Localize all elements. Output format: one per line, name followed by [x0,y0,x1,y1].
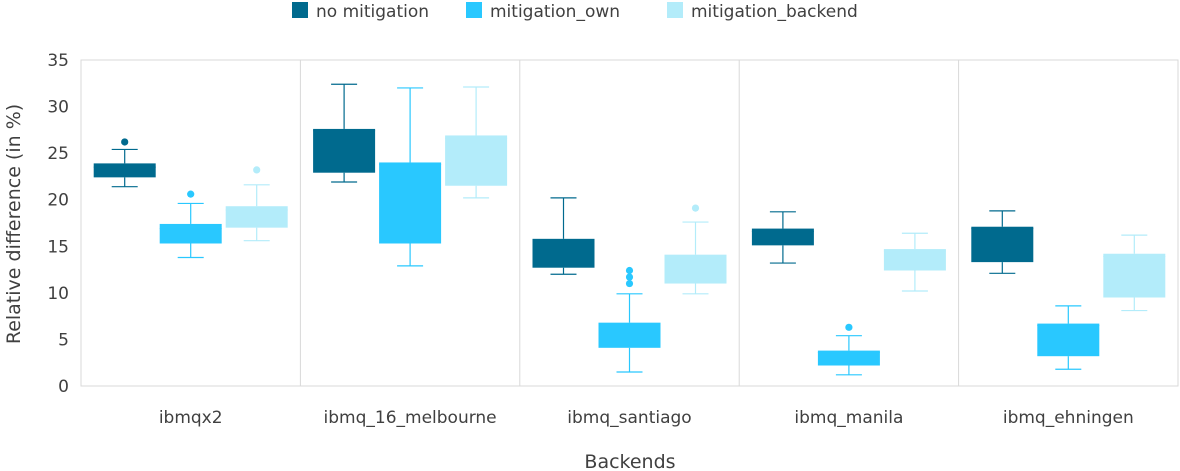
box-series [93,83,1166,376]
box-mitigation-backend-ibmq-santiago [664,204,727,295]
outlier-point [625,279,634,288]
box-body [883,249,946,271]
x-category-label: ibmq_manila [794,408,903,428]
box-mitigation-backend-ibmq-manila [883,232,946,292]
box-body [817,350,880,366]
x-category-label: ibmq_ehningen [1003,408,1134,428]
legend: no mitigation mitigation_own mitigation_ba… [292,2,858,22]
box-body [751,228,814,246]
box-body [532,238,595,268]
y-tick-label: 5 [58,330,69,350]
y-tick-label: 25 [47,144,69,164]
x-category-label: ibmq_santiago [567,408,691,428]
box-body [1037,323,1100,357]
outlier-point [845,323,853,331]
y-axis-ticks: 0 5 10 15 20 25 30 35 [47,51,69,397]
box-body [379,162,442,244]
box-mitigation-own-ibmq-16-melbourne [379,87,442,267]
plot-border [80,59,1179,387]
series-mitigation-backend [225,86,1166,312]
y-tick-label: 30 [47,98,69,118]
plot-frame [80,59,1179,387]
outlier-point [691,204,700,212]
legend-item-mitigation-backend: mitigation_backend [667,2,858,22]
box-body [93,163,156,178]
box-mitigation-own-ibmq-santiago [598,266,661,373]
legend-label: mitigation_own [490,2,620,22]
y-tick-label: 10 [47,284,69,304]
box-mitigation-own-ibmq-ehningen [1037,305,1100,370]
box-mitigation-backend-ibmq-ehningen [1103,234,1166,312]
box-mitigation-backend-ibmqx2 [225,166,288,242]
outlier-point [121,138,129,146]
box-body [971,226,1034,263]
legend-label: no mitigation [316,2,429,22]
outlier-point [625,273,634,281]
box-mitigation-own-ibmq-manila [817,323,880,376]
box-body [664,254,727,284]
series-no-mitigation [93,83,1034,275]
y-tick-label: 20 [47,191,69,211]
x-axis-categories: ibmqx2 ibmq_16_melbourne ibmq_santiago ibmq… [159,408,1134,428]
legend-swatch [466,2,482,18]
legend-item-no-mitigation: no mitigation [292,2,429,22]
outlier-point [625,266,634,275]
x-category-label: ibmq_16_melbourne [324,408,497,428]
legend-swatch [292,2,308,18]
y-tick-label: 35 [47,51,69,71]
x-category-label: ibmqx2 [159,408,223,428]
box-body [445,135,508,186]
legend-swatch [667,2,683,18]
box-body [598,322,661,348]
legend-label: mitigation_backend [691,2,858,22]
y-tick-label: 0 [58,377,69,397]
y-axis-title: Relative difference (in %) [3,104,25,344]
box-no-mitigation-ibmq-manila [751,211,814,264]
box-body [1103,253,1166,298]
outlier-point [187,190,195,198]
box-no-mitigation-ibmqx2 [93,138,156,188]
series-mitigation-own [159,87,1100,376]
box-body [225,206,288,228]
box-no-mitigation-ibmq-ehningen [971,210,1034,274]
box-body [313,128,376,173]
outlier-point [253,166,261,174]
box-no-mitigation-ibmq-16-melbourne [313,83,376,183]
box-mitigation-own-ibmqx2 [159,190,222,259]
y-tick-label: 15 [47,237,69,257]
legend-item-mitigation-own: mitigation_own [466,2,620,22]
box-mitigation-backend-ibmq-16-melbourne [445,86,508,199]
box-body [159,223,222,244]
x-axis-title: Backends [584,451,675,471]
box-no-mitigation-ibmq-santiago [532,197,595,275]
